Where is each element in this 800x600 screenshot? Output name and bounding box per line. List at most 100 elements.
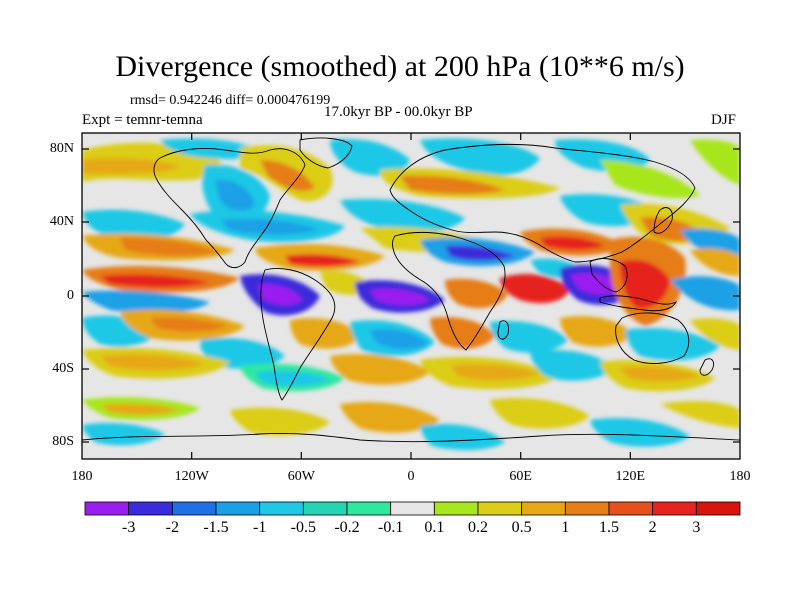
field-region bbox=[340, 198, 465, 233]
colorbar-swatch bbox=[477, 501, 523, 516]
lat-label-80s: 80S bbox=[52, 434, 74, 449]
colorbar-swatch bbox=[346, 501, 392, 516]
colorbar-label: -0.2 bbox=[334, 519, 360, 536]
colorbar-swatch bbox=[652, 501, 697, 516]
field-region bbox=[690, 139, 740, 185]
lat-label-40n: 40N bbox=[49, 214, 74, 229]
colorbar-label: 0.5 bbox=[511, 519, 532, 536]
lon-label-180e: 180 bbox=[729, 469, 751, 484]
field-region bbox=[230, 407, 330, 436]
field-region bbox=[82, 158, 180, 174]
coastline-indonesia bbox=[599, 295, 678, 312]
lon-label-180w: 180 bbox=[71, 469, 93, 484]
coastline-eurasia bbox=[389, 143, 696, 263]
field-region bbox=[530, 349, 615, 381]
colorbar-swatch bbox=[171, 501, 217, 516]
lat-label-80n: 80N bbox=[49, 141, 74, 156]
field-region bbox=[490, 397, 590, 429]
colorbar-label: -1 bbox=[252, 519, 267, 536]
colorbar-swatch bbox=[302, 501, 348, 516]
coastline-africa bbox=[392, 231, 506, 351]
field-region bbox=[430, 316, 495, 349]
colorbar-swatch bbox=[390, 501, 435, 516]
field-region bbox=[450, 364, 540, 381]
colorbar-label: -0.1 bbox=[377, 519, 404, 536]
field-region bbox=[420, 423, 505, 451]
lat-label-40s: 40S bbox=[52, 361, 74, 376]
field-region bbox=[400, 175, 505, 195]
field-region bbox=[100, 354, 205, 371]
field-region bbox=[330, 139, 410, 176]
experiment-label: Expt = temnr-temna bbox=[82, 112, 203, 128]
colorbar-swatch bbox=[695, 501, 741, 516]
field-region bbox=[540, 236, 605, 250]
field-region bbox=[690, 248, 740, 276]
field-region bbox=[590, 417, 690, 447]
field-region bbox=[82, 290, 210, 314]
lat-label-0: 0 bbox=[67, 288, 74, 303]
field-region bbox=[625, 327, 720, 361]
field-region bbox=[600, 160, 700, 199]
colorbar-label: 3 bbox=[692, 519, 701, 536]
colorbar-label: 1 bbox=[561, 519, 570, 536]
field-region bbox=[260, 160, 315, 191]
lon-label-60w: 60W bbox=[287, 469, 315, 484]
plot-title: Divergence (smoothed) at 200 hPa (10**6 … bbox=[115, 50, 685, 83]
coastline-north-america bbox=[153, 148, 306, 269]
field-region bbox=[82, 422, 165, 446]
colorbar-swatch bbox=[433, 501, 479, 516]
field-region bbox=[560, 315, 635, 347]
colorbar-label: 0.1 bbox=[424, 519, 445, 536]
field-region bbox=[490, 320, 568, 353]
coastline-australia bbox=[615, 312, 690, 364]
colorbar-label: -3 bbox=[121, 519, 136, 536]
coastlines bbox=[82, 137, 740, 443]
field-region bbox=[370, 328, 428, 350]
colorbar-swatch bbox=[128, 501, 173, 516]
coastline-madagascar bbox=[497, 320, 509, 340]
colorbar-swatch bbox=[608, 501, 654, 516]
lon-label-120w: 120W bbox=[174, 469, 209, 484]
field-region bbox=[100, 274, 210, 288]
field-region bbox=[150, 317, 228, 332]
field-region bbox=[370, 288, 430, 306]
field-region bbox=[620, 260, 670, 309]
field-region bbox=[340, 401, 440, 433]
coastline-south-america bbox=[260, 268, 336, 401]
field-region bbox=[82, 209, 185, 241]
coastline-southeast-asia bbox=[589, 258, 628, 293]
field-region bbox=[420, 138, 540, 176]
field-region bbox=[660, 401, 740, 428]
field-region bbox=[100, 403, 180, 415]
field-region bbox=[285, 254, 360, 267]
colorbar-swatch bbox=[215, 501, 261, 516]
lon-label-0: 0 bbox=[407, 469, 415, 484]
field-region bbox=[500, 274, 570, 304]
field-region bbox=[220, 218, 320, 235]
field-region bbox=[445, 245, 515, 261]
coastline-new-zealand bbox=[699, 358, 715, 376]
colorbar-swatch bbox=[521, 501, 566, 516]
field-region bbox=[330, 353, 430, 385]
colorbar-label: 0.2 bbox=[468, 519, 488, 536]
map-frame bbox=[81, 132, 741, 460]
colorbar-label: 1.5 bbox=[599, 519, 619, 536]
field-region bbox=[215, 179, 255, 212]
coastline-greenland bbox=[299, 137, 353, 169]
divergence-field bbox=[82, 133, 740, 459]
colorbar-label: -1.5 bbox=[203, 519, 229, 536]
field-region bbox=[120, 237, 220, 256]
coastline-antarctica bbox=[82, 433, 740, 443]
field-region bbox=[670, 276, 740, 311]
colorbar-swatch bbox=[259, 501, 304, 516]
lon-label-60e: 60E bbox=[509, 469, 532, 484]
field-region bbox=[690, 318, 740, 350]
field-region bbox=[445, 278, 508, 309]
stats-text: rmsd= 0.942246 diff= 0.000476199 bbox=[130, 93, 331, 108]
colorbar-label: -0.5 bbox=[290, 519, 316, 536]
colorbar bbox=[84, 501, 741, 516]
colorbar-swatch bbox=[564, 501, 610, 516]
season-label: DJF bbox=[711, 112, 737, 128]
field-region bbox=[258, 284, 302, 306]
